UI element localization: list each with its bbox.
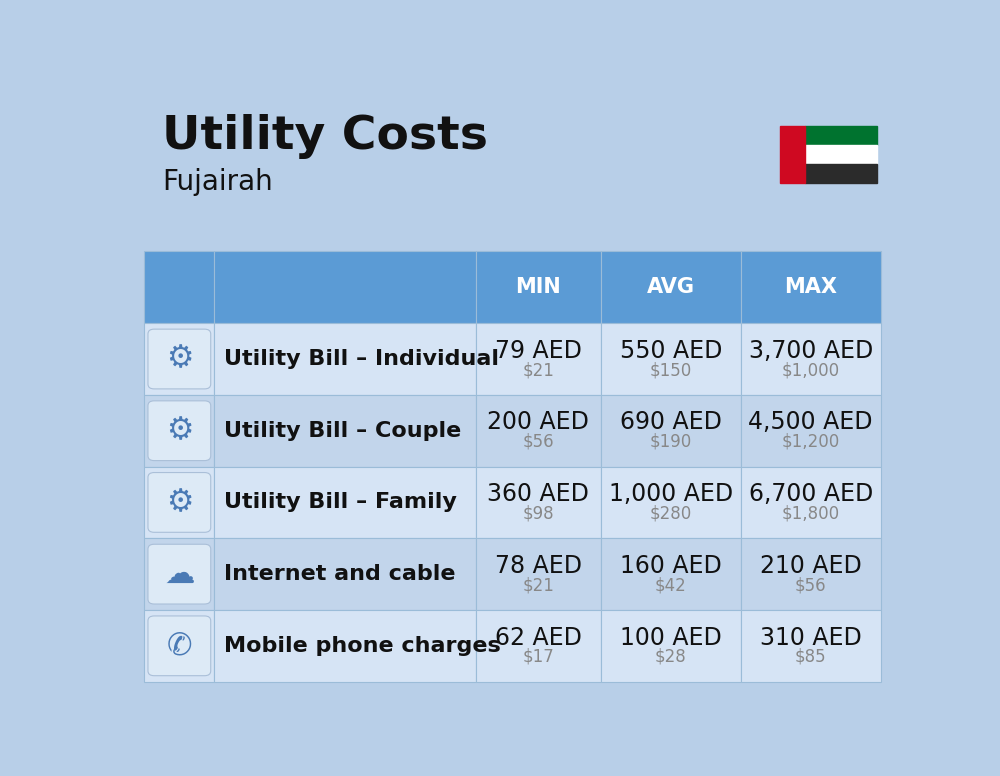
FancyBboxPatch shape	[601, 610, 741, 681]
Text: 1,000 AED: 1,000 AED	[609, 482, 733, 506]
Text: Mobile phone charges: Mobile phone charges	[224, 636, 500, 656]
Text: ☁: ☁	[164, 559, 195, 589]
Bar	[805, 126, 877, 145]
FancyBboxPatch shape	[476, 323, 601, 395]
Text: $56: $56	[522, 433, 554, 451]
Text: $280: $280	[650, 504, 692, 522]
FancyBboxPatch shape	[741, 610, 881, 681]
Text: Utility Bill – Couple: Utility Bill – Couple	[224, 421, 461, 441]
Text: ✆: ✆	[167, 632, 192, 660]
Text: 550 AED: 550 AED	[620, 339, 722, 362]
Text: 6,700 AED: 6,700 AED	[749, 482, 873, 506]
FancyBboxPatch shape	[148, 401, 211, 461]
FancyBboxPatch shape	[601, 395, 741, 466]
Text: $150: $150	[650, 361, 692, 379]
Text: $21: $21	[522, 361, 554, 379]
Text: 79 AED: 79 AED	[495, 339, 582, 362]
FancyBboxPatch shape	[144, 323, 214, 395]
FancyBboxPatch shape	[601, 466, 741, 539]
FancyBboxPatch shape	[741, 466, 881, 539]
FancyBboxPatch shape	[214, 610, 476, 681]
FancyBboxPatch shape	[601, 251, 741, 323]
Text: ⚙: ⚙	[166, 345, 193, 373]
Text: 78 AED: 78 AED	[495, 554, 582, 578]
FancyBboxPatch shape	[476, 466, 601, 539]
Text: 310 AED: 310 AED	[760, 625, 862, 650]
Text: $42: $42	[655, 577, 687, 594]
FancyBboxPatch shape	[148, 544, 211, 604]
Text: Utility Bill – Individual: Utility Bill – Individual	[224, 349, 499, 369]
Text: $21: $21	[522, 577, 554, 594]
FancyBboxPatch shape	[144, 395, 214, 466]
FancyBboxPatch shape	[741, 251, 881, 323]
FancyBboxPatch shape	[601, 539, 741, 610]
Text: $190: $190	[650, 433, 692, 451]
Text: $56: $56	[795, 577, 826, 594]
Text: $17: $17	[522, 648, 554, 666]
Text: 210 AED: 210 AED	[760, 554, 862, 578]
FancyBboxPatch shape	[214, 323, 476, 395]
FancyBboxPatch shape	[601, 323, 741, 395]
Text: Internet and cable: Internet and cable	[224, 564, 455, 584]
FancyBboxPatch shape	[148, 616, 211, 676]
Text: AVG: AVG	[647, 277, 695, 297]
Text: 62 AED: 62 AED	[495, 625, 582, 650]
Text: 200 AED: 200 AED	[487, 411, 589, 435]
FancyBboxPatch shape	[741, 395, 881, 466]
Text: 690 AED: 690 AED	[620, 411, 722, 435]
Text: MAX: MAX	[784, 277, 837, 297]
FancyBboxPatch shape	[144, 539, 214, 610]
FancyBboxPatch shape	[741, 539, 881, 610]
Text: $1,800: $1,800	[782, 504, 840, 522]
FancyBboxPatch shape	[214, 466, 476, 539]
Text: ⚙: ⚙	[166, 416, 193, 445]
FancyBboxPatch shape	[476, 251, 601, 323]
FancyBboxPatch shape	[214, 251, 476, 323]
Text: 3,700 AED: 3,700 AED	[749, 339, 873, 362]
Text: 360 AED: 360 AED	[487, 482, 589, 506]
Text: 4,500 AED: 4,500 AED	[748, 411, 873, 435]
Text: MIN: MIN	[515, 277, 561, 297]
FancyBboxPatch shape	[144, 251, 214, 323]
Text: 160 AED: 160 AED	[620, 554, 722, 578]
Text: Utility Costs: Utility Costs	[162, 114, 488, 159]
Text: ⚙: ⚙	[166, 488, 193, 517]
Text: 100 AED: 100 AED	[620, 625, 722, 650]
Text: $1,000: $1,000	[782, 361, 840, 379]
FancyBboxPatch shape	[144, 610, 214, 681]
Text: $85: $85	[795, 648, 826, 666]
Text: Fujairah: Fujairah	[162, 168, 273, 196]
FancyBboxPatch shape	[144, 466, 214, 539]
FancyBboxPatch shape	[476, 395, 601, 466]
Text: $98: $98	[522, 504, 554, 522]
Text: Utility Bill – Family: Utility Bill – Family	[224, 493, 456, 512]
FancyBboxPatch shape	[214, 395, 476, 466]
FancyBboxPatch shape	[476, 610, 601, 681]
FancyBboxPatch shape	[476, 539, 601, 610]
FancyBboxPatch shape	[148, 473, 211, 532]
Bar	[780, 126, 805, 183]
FancyBboxPatch shape	[741, 323, 881, 395]
Bar	[805, 145, 877, 164]
Bar	[805, 164, 877, 183]
FancyBboxPatch shape	[214, 539, 476, 610]
Text: $1,200: $1,200	[782, 433, 840, 451]
Text: $28: $28	[655, 648, 687, 666]
FancyBboxPatch shape	[148, 329, 211, 389]
